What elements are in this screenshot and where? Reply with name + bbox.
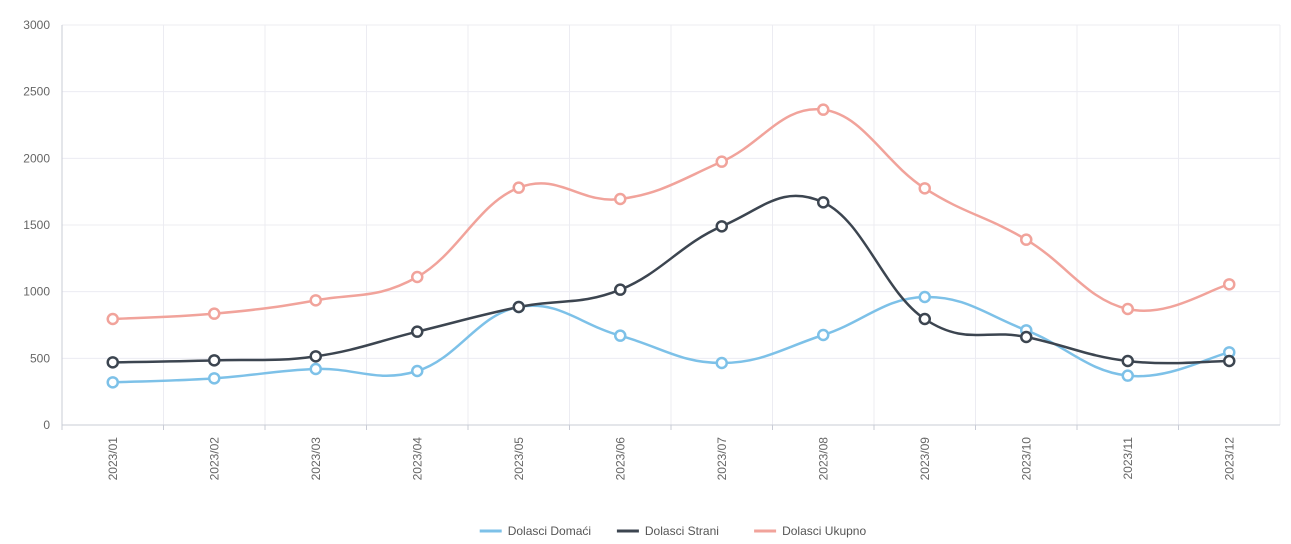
data-point bbox=[411, 270, 424, 284]
data-point bbox=[309, 350, 322, 363]
legend: Dolasci Domaći Dolasci Strani Dolasci Ukup… bbox=[479, 524, 866, 538]
y-tick-label: 0 bbox=[43, 418, 50, 432]
y-tick-label: 2500 bbox=[23, 85, 50, 99]
y-axis-ticks: 0 500 1000 1500 2000 2500 3000 bbox=[23, 18, 50, 432]
data-point bbox=[512, 181, 525, 194]
y-tick-label: 2000 bbox=[23, 151, 50, 165]
series-points bbox=[106, 103, 1236, 389]
data-point bbox=[411, 325, 424, 338]
x-tick-label: 2023/08 bbox=[816, 437, 830, 481]
x-tick-label: 2023/12 bbox=[1222, 437, 1236, 481]
y-tick-label: 1000 bbox=[23, 285, 50, 299]
data-point bbox=[106, 356, 119, 369]
data-point bbox=[918, 290, 931, 304]
x-tick-label: 2023/06 bbox=[613, 437, 627, 481]
data-point bbox=[1223, 278, 1236, 291]
legend-label: Dolasci Strani bbox=[645, 524, 719, 538]
data-point bbox=[1121, 302, 1134, 316]
grid bbox=[61, 24, 1281, 426]
data-point bbox=[715, 356, 728, 370]
x-tick-label: 2023/09 bbox=[918, 437, 932, 481]
x-tick-label: 2023/01 bbox=[106, 437, 120, 481]
series-line-1 bbox=[112, 295, 1230, 384]
data-point bbox=[106, 376, 119, 389]
legend-label: Dolasci Ukupno bbox=[782, 524, 866, 538]
data-point bbox=[1223, 354, 1236, 368]
data-point bbox=[918, 312, 931, 326]
data-point bbox=[106, 312, 119, 326]
x-tick-label: 2023/02 bbox=[207, 437, 221, 481]
data-point bbox=[614, 329, 627, 342]
x-tick-label: 2023/05 bbox=[512, 437, 526, 481]
data-point bbox=[411, 364, 424, 378]
data-point bbox=[1020, 330, 1033, 344]
data-point bbox=[208, 307, 221, 320]
data-point bbox=[817, 103, 830, 116]
axes bbox=[61, 25, 1280, 430]
data-point bbox=[614, 192, 627, 206]
legend-item[interactable]: Dolasci Strani bbox=[616, 524, 719, 538]
data-point bbox=[208, 354, 221, 367]
data-point bbox=[918, 182, 931, 195]
legend-item[interactable]: Dolasci Domaći bbox=[479, 524, 591, 538]
y-tick-label: 3000 bbox=[23, 18, 50, 32]
data-point bbox=[614, 283, 627, 296]
data-point bbox=[1121, 369, 1134, 382]
y-tick-label: 500 bbox=[30, 351, 50, 365]
data-point bbox=[512, 300, 525, 314]
data-point bbox=[208, 372, 221, 385]
data-point bbox=[1020, 233, 1033, 246]
x-tick-label: 2023/04 bbox=[410, 437, 424, 481]
data-point bbox=[309, 362, 322, 376]
y-tick-label: 1500 bbox=[23, 218, 50, 232]
x-tick-label: 2023/11 bbox=[1121, 437, 1135, 480]
x-axis-ticks: 2023/01 2023/02 2023/03 2023/04 2023/05 2023/… bbox=[106, 437, 1237, 481]
data-point bbox=[715, 155, 728, 168]
data-point bbox=[817, 328, 830, 342]
data-point bbox=[817, 196, 830, 209]
data-point bbox=[309, 294, 322, 307]
legend-label: Dolasci Domaći bbox=[508, 524, 591, 538]
data-point bbox=[1121, 354, 1134, 368]
legend-item[interactable]: Dolasci Ukupno bbox=[754, 524, 866, 538]
x-tick-label: 2023/07 bbox=[715, 437, 729, 481]
data-point bbox=[715, 220, 728, 233]
x-tick-label: 2023/10 bbox=[1019, 437, 1033, 481]
x-tick-label: 2023/03 bbox=[309, 437, 323, 481]
